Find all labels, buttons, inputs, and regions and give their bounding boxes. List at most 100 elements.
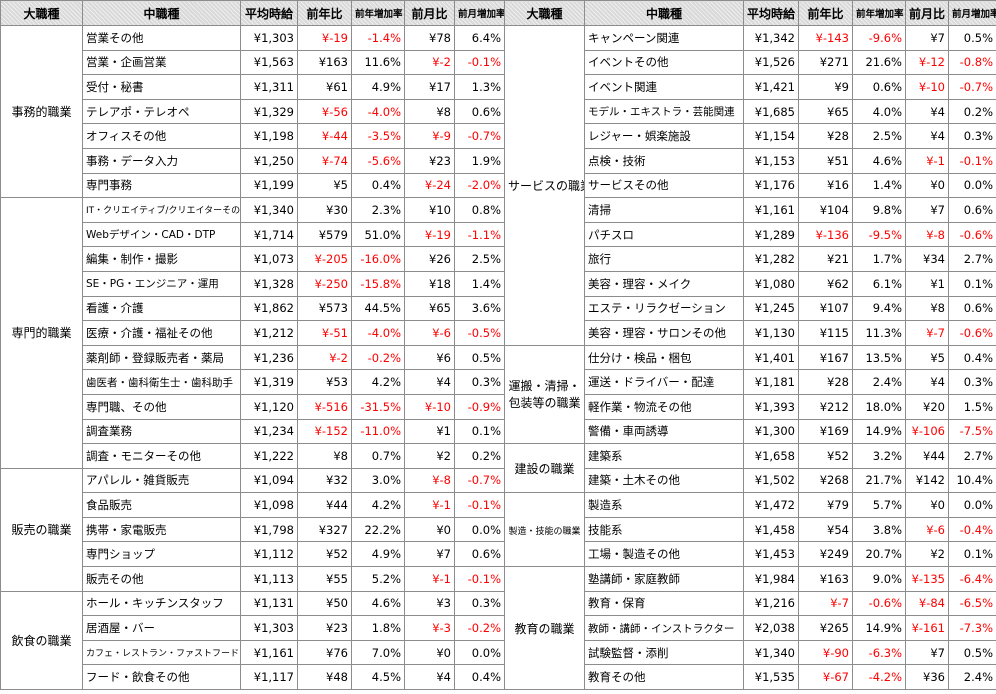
mom-change-cell: ¥-1 (905, 147, 949, 174)
category-label: 教育の職業 (514, 621, 575, 636)
yoy-change-cell: ¥163 (297, 49, 352, 76)
header-subcategory: 中職種 (584, 0, 744, 26)
mom-change-cell: ¥-7 (905, 320, 949, 346)
mom-change-cell: ¥2 (404, 443, 455, 469)
avg-wage-cell: ¥1,340 (743, 639, 799, 666)
avg-wage-cell: ¥1,245 (743, 295, 799, 322)
table-row: 調査・モニターその他 ¥1,222 ¥8 0.7% ¥2 0.2% 建設の職業 建築系 ¥1,6… (1, 443, 996, 494)
avg-wage-cell: ¥1,073 (240, 246, 298, 272)
table-row: 看護・介護 ¥1,862 ¥573 44.5% ¥65 3.6% エステ・リラクゼーション ¥… (1, 295, 996, 322)
subcategory-cell: キャンペーン関連 (584, 25, 744, 51)
mom-rate-cell: 2.7% (948, 443, 996, 469)
avg-wage-cell: ¥1,094 (240, 467, 298, 494)
subcategory-cell: 軽作業・物流その他 (584, 393, 744, 420)
mom-rate-cell: 1.4% (454, 270, 505, 297)
category-label: 建設の職業 (514, 461, 575, 476)
table-body: 事務的職業 営業その他 ¥1,303 ¥-19 -1.4% ¥78 6.4% サービスの職業キ… (0, 24, 996, 691)
yoy-change-cell: ¥8 (297, 443, 352, 469)
mom-rate-cell: 6.4% (454, 25, 505, 51)
yoy-change-cell: ¥107 (798, 295, 853, 322)
avg-wage-cell: ¥1,131 (240, 590, 298, 617)
subcategory-cell: モデル・エキストラ・芸能関連 (584, 98, 744, 125)
mom-change-cell: ¥-2 (404, 49, 455, 76)
mom-rate-cell: 0.3% (948, 369, 996, 395)
table-row: 専門職、その他 ¥1,120 ¥-516 -31.5% ¥-10 -0.9% 軽作業・物流そ… (1, 393, 996, 420)
yoy-change-cell: ¥-51 (297, 320, 352, 346)
yoy-rate-cell: 5.2% (351, 566, 405, 592)
category-cell: 飲食の職業 (0, 590, 83, 691)
table-row: カフェ・レストラン・ファストフード ¥1,161 ¥76 7.0% ¥0 0.0% 試験監督… (1, 639, 996, 666)
yoy-rate-cell: 21.7% (852, 467, 906, 494)
mom-change-cell: ¥44 (905, 443, 949, 469)
category-label: 販売の職業 (11, 523, 72, 538)
avg-wage-cell: ¥1,535 (743, 664, 799, 691)
avg-wage-cell: ¥1,329 (240, 98, 298, 125)
subcategory-cell: 営業・企画営業 (82, 49, 241, 76)
subcategory-cell: 専門職、その他 (82, 393, 241, 420)
header-subcategory: 中職種 (82, 0, 241, 26)
avg-wage-cell: ¥1,113 (240, 566, 298, 592)
subcategory-cell: 旅行 (584, 246, 744, 272)
yoy-change-cell: ¥16 (798, 172, 853, 199)
mom-rate-cell: -0.2% (454, 615, 505, 641)
yoy-change-cell: ¥167 (798, 344, 853, 371)
mom-rate-cell: 2.7% (948, 246, 996, 272)
category-cell: サービスの職業 (504, 25, 585, 346)
mom-change-cell: ¥5 (905, 344, 949, 371)
mom-change-cell: ¥78 (404, 25, 455, 51)
subcategory-cell: 携帯・家電販売 (82, 516, 241, 543)
yoy-rate-cell: -31.5% (351, 393, 405, 420)
subcategory-cell: 工場・製造その他 (584, 541, 744, 568)
subcategory-cell: 事務・データ入力 (82, 147, 241, 174)
mom-change-cell: ¥20 (905, 393, 949, 420)
yoy-change-cell: ¥54 (798, 516, 853, 543)
yoy-rate-cell: 6.1% (852, 270, 906, 297)
mom-change-cell: ¥0 (404, 639, 455, 666)
yoy-rate-cell: -9.6% (852, 25, 906, 51)
subcategory-cell: 点検・技術 (584, 147, 744, 174)
yoy-rate-cell: 1.7% (852, 246, 906, 272)
subcategory-cell: 美容・理容・サロンその他 (584, 320, 744, 346)
yoy-change-cell: ¥271 (798, 49, 853, 76)
subcategory-cell: 運送・ドライバー・配達 (584, 369, 744, 395)
mom-change-cell: ¥-1 (404, 566, 455, 592)
mom-change-cell: ¥0 (905, 492, 949, 518)
yoy-rate-cell: 14.9% (852, 418, 906, 445)
yoy-change-cell: ¥268 (798, 467, 853, 494)
mom-change-cell: ¥23 (404, 147, 455, 174)
table-row: 事務・データ入力 ¥1,250 ¥-74 -5.6% ¥23 1.9% 点検・技術 ¥1,15… (1, 147, 996, 174)
mom-rate-cell: 0.4% (454, 664, 505, 691)
mom-change-cell: ¥34 (905, 246, 949, 272)
category-label: 製造・技能の職業 (508, 526, 581, 537)
avg-wage-cell: ¥1,311 (240, 74, 298, 100)
mom-rate-cell: 0.6% (948, 295, 996, 322)
avg-wage-cell: ¥2,038 (743, 615, 799, 641)
avg-wage-cell: ¥1,328 (240, 270, 298, 297)
subcategory-cell: 専門事務 (82, 172, 241, 199)
mom-change-cell: ¥7 (404, 541, 455, 568)
yoy-change-cell: ¥23 (297, 615, 352, 641)
mom-rate-cell: 0.5% (948, 639, 996, 666)
avg-wage-cell: ¥1,176 (743, 172, 799, 199)
subcategory-cell: アパレル・雑貨販売 (82, 467, 241, 494)
mom-change-cell: ¥10 (404, 197, 455, 223)
yoy-change-cell: ¥62 (798, 270, 853, 297)
subcategory-cell: IT・クリエイティブ/クリエイターその他 (82, 197, 241, 223)
mom-change-cell: ¥7 (905, 197, 949, 223)
yoy-change-cell: ¥51 (798, 147, 853, 174)
yoy-rate-cell: 4.9% (351, 541, 405, 568)
mom-rate-cell: -0.5% (454, 320, 505, 346)
table-row: 編集・制作・撮影 ¥1,073 ¥-205 -16.0% ¥26 2.5% 旅行 ¥1,282… (1, 246, 996, 272)
mom-rate-cell: 0.6% (948, 197, 996, 223)
mom-change-cell: ¥1 (905, 270, 949, 297)
mom-rate-cell: 0.2% (948, 98, 996, 125)
mom-rate-cell: -0.1% (454, 492, 505, 518)
mom-rate-cell: 1.9% (454, 147, 505, 174)
table-row: 食品販売 ¥1,098 ¥44 4.2% ¥-1 -0.1% 製造・技能の職業 製造系 ¥1,4… (1, 492, 996, 568)
header-yoy-rate: 前年増加率 (852, 0, 906, 26)
yoy-change-cell: ¥104 (798, 197, 853, 223)
avg-wage-cell: ¥1,216 (743, 590, 799, 617)
mom-change-cell: ¥1 (404, 418, 455, 445)
avg-wage-cell: ¥1,685 (743, 98, 799, 125)
avg-wage-cell: ¥1,798 (240, 516, 298, 543)
